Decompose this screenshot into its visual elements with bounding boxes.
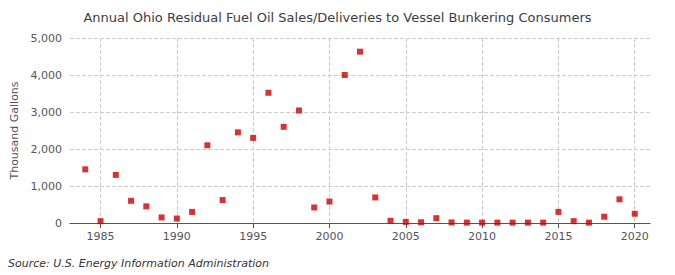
svg-text:2015: 2015 [544,230,572,243]
svg-text:2010: 2010 [468,230,496,243]
svg-text:5,000: 5,000 [31,32,63,45]
svg-text:1985: 1985 [87,230,115,243]
svg-text:Annual Ohio Residual Fuel Oil: Annual Ohio Residual Fuel Oil Sales/Deli… [83,10,591,25]
svg-text:2000: 2000 [315,230,343,243]
svg-text:2020: 2020 [621,230,649,243]
svg-text:1990: 1990 [163,230,191,243]
svg-text:Thousand Gallons: Thousand Gallons [8,81,21,180]
svg-text:2005: 2005 [392,230,420,243]
svg-text:Source: U.S. Energy Informatio: Source: U.S. Energy Information Administ… [8,257,269,270]
svg-text:2,000: 2,000 [31,143,63,156]
svg-text:1995: 1995 [239,230,267,243]
svg-text:0: 0 [55,217,62,230]
svg-text:1,000: 1,000 [31,180,63,193]
svg-text:4,000: 4,000 [31,69,63,82]
svg-text:3,000: 3,000 [31,106,63,119]
